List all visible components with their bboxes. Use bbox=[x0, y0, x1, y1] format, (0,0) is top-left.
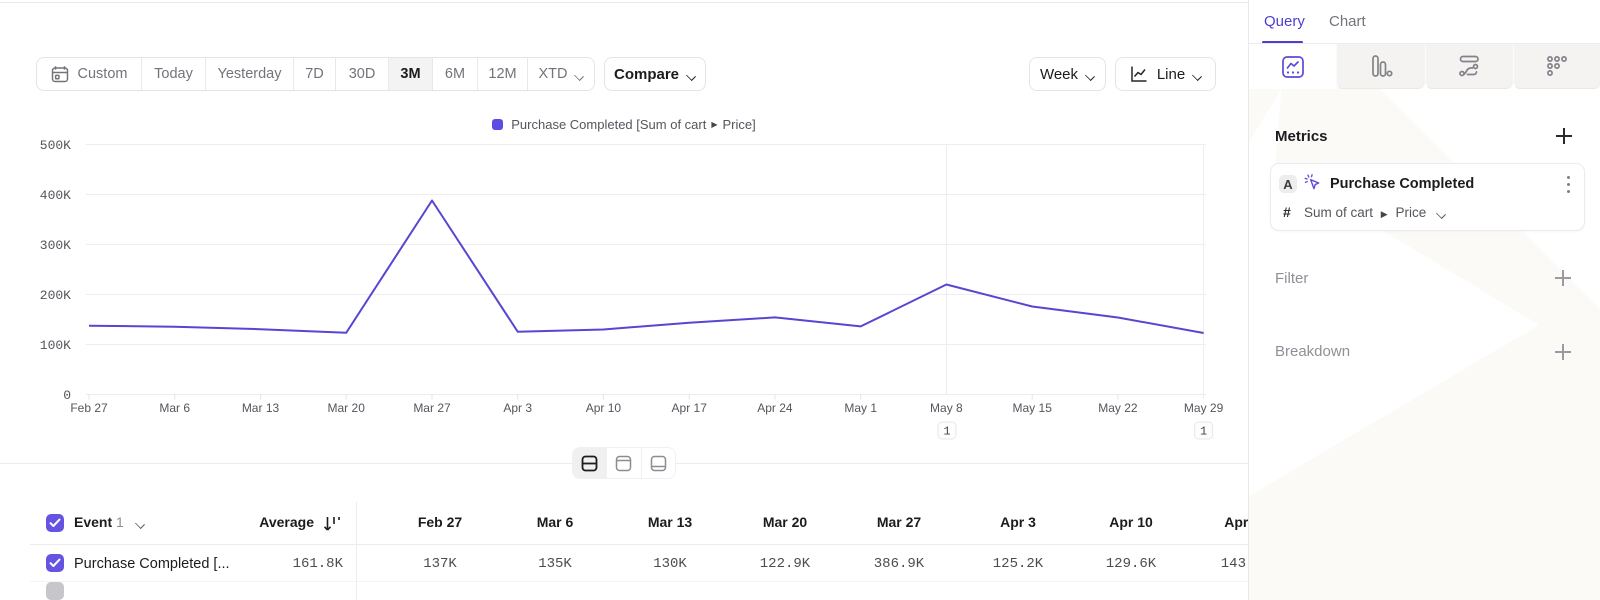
svg-text:Mar 20: Mar 20 bbox=[328, 401, 366, 415]
svg-text:500K: 500K bbox=[40, 138, 71, 153]
svg-text:Apr 10: Apr 10 bbox=[586, 401, 622, 415]
svg-text:400K: 400K bbox=[40, 188, 71, 203]
svg-text:200K: 200K bbox=[40, 288, 71, 303]
svg-text:Apr 24: Apr 24 bbox=[757, 401, 793, 415]
svg-text:Mar 6: Mar 6 bbox=[159, 401, 190, 415]
svg-text:100K: 100K bbox=[40, 338, 71, 353]
svg-text:Mar 13: Mar 13 bbox=[242, 401, 280, 415]
svg-text:May 29: May 29 bbox=[1184, 401, 1224, 415]
svg-text:1: 1 bbox=[943, 425, 950, 439]
svg-text:May 22: May 22 bbox=[1098, 401, 1138, 415]
svg-text:May 1: May 1 bbox=[844, 401, 877, 415]
svg-text:Mar 27: Mar 27 bbox=[413, 401, 451, 415]
svg-text:May 15: May 15 bbox=[1013, 401, 1053, 415]
svg-text:Apr 3: Apr 3 bbox=[503, 401, 532, 415]
svg-text:1: 1 bbox=[1200, 425, 1207, 439]
svg-text:May 8: May 8 bbox=[930, 401, 963, 415]
svg-text:Feb 27: Feb 27 bbox=[70, 401, 108, 415]
svg-text:300K: 300K bbox=[40, 238, 71, 253]
svg-text:Apr 17: Apr 17 bbox=[672, 401, 708, 415]
svg-text:0: 0 bbox=[63, 388, 71, 403]
